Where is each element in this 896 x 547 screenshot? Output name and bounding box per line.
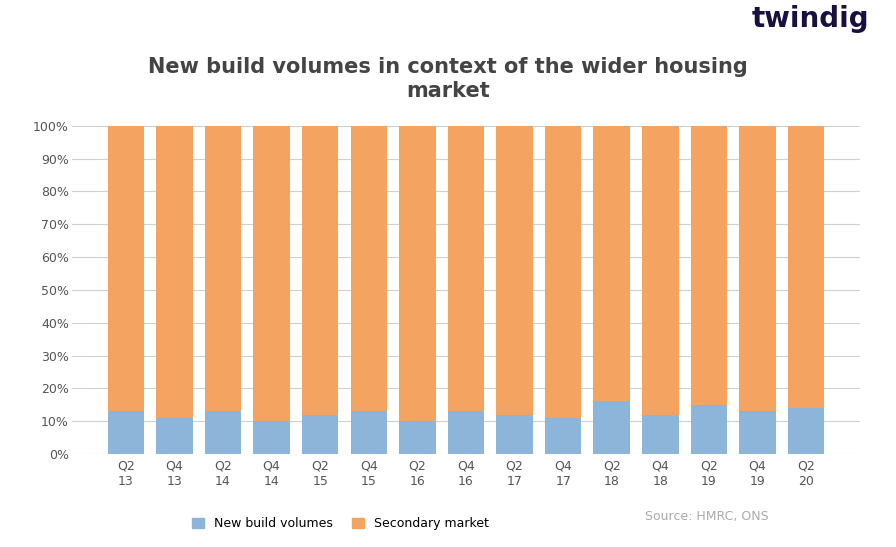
Bar xyxy=(399,126,435,421)
Text: twindig: twindig xyxy=(752,5,869,33)
Bar xyxy=(350,126,387,411)
Bar xyxy=(302,415,339,454)
Bar xyxy=(254,126,289,421)
Bar xyxy=(691,126,728,405)
Bar xyxy=(739,411,776,454)
Bar xyxy=(350,411,387,454)
Bar xyxy=(108,126,144,411)
Bar xyxy=(691,405,728,454)
Bar xyxy=(788,126,824,408)
Bar xyxy=(496,126,533,415)
Bar xyxy=(496,415,533,454)
Bar xyxy=(302,126,339,415)
Bar xyxy=(108,411,144,454)
Bar xyxy=(399,421,435,454)
Text: Source: HMRC, ONS: Source: HMRC, ONS xyxy=(645,510,769,523)
Bar xyxy=(642,126,678,415)
Legend: New build volumes, Secondary market: New build volumes, Secondary market xyxy=(186,513,495,536)
Bar xyxy=(788,408,824,454)
Bar xyxy=(642,415,678,454)
Bar xyxy=(204,411,241,454)
Bar xyxy=(156,418,193,454)
Bar xyxy=(739,126,776,411)
Text: New build volumes in context of the wider housing
market: New build volumes in context of the wide… xyxy=(148,57,748,101)
Bar xyxy=(545,126,582,418)
Bar xyxy=(254,421,289,454)
Bar xyxy=(593,126,630,401)
Bar xyxy=(593,401,630,454)
Bar xyxy=(545,418,582,454)
Bar xyxy=(156,126,193,418)
Bar xyxy=(204,126,241,411)
Bar xyxy=(448,411,484,454)
Bar xyxy=(448,126,484,411)
